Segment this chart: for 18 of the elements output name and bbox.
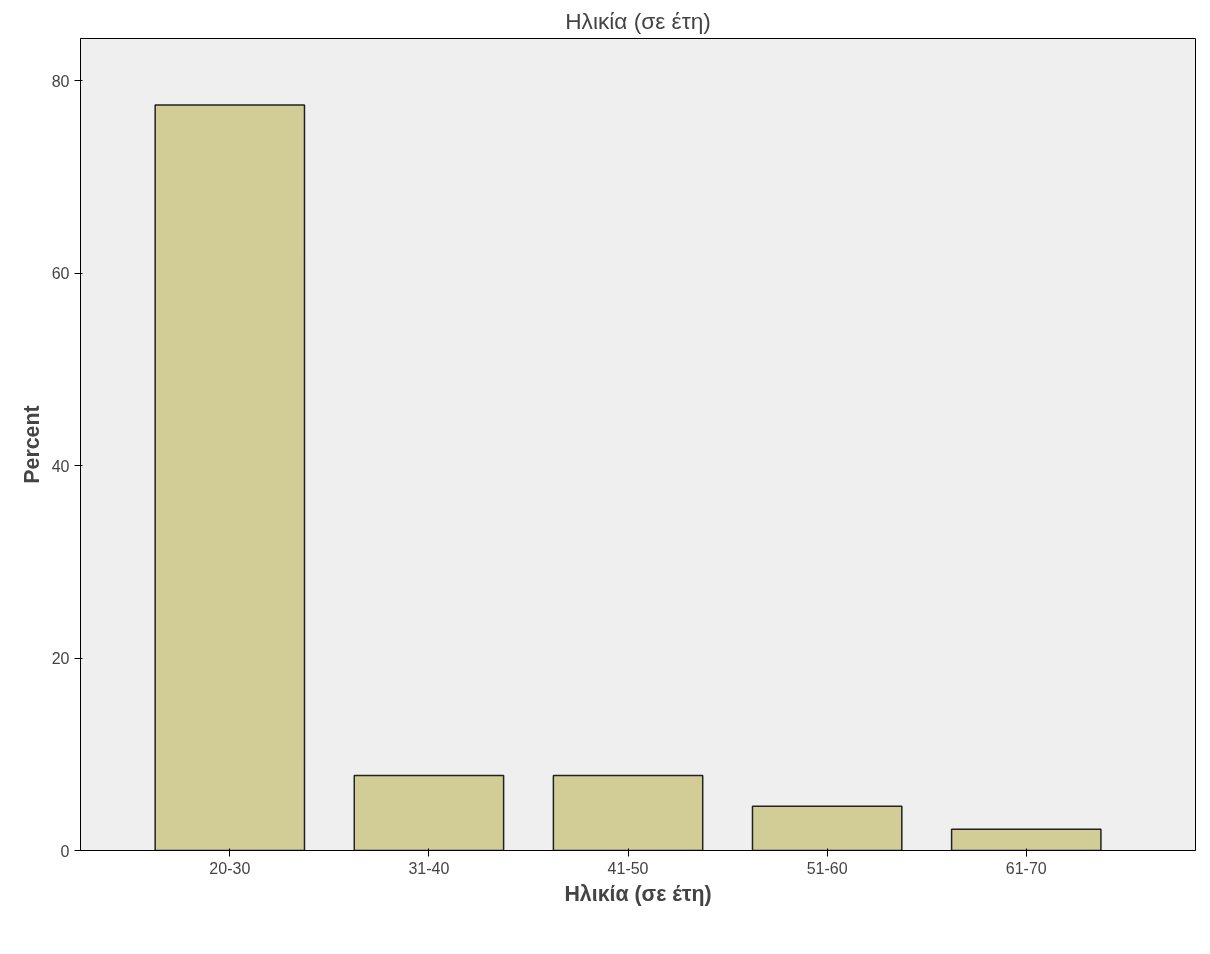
y-tick-label: 80 [51,72,70,90]
bar [154,104,306,851]
y-tick-label: 0 [60,842,70,860]
y-tick-label: 40 [51,457,70,475]
bar [751,805,903,851]
x-tick-label: 41-50 [607,859,649,877]
x-tick-label: 31-40 [408,859,450,877]
x-tick-label: 51-60 [806,859,848,877]
x-tick-label: 61-70 [1005,859,1047,877]
bar [552,774,704,851]
bar [353,774,505,851]
chart-title: Ηλικία (σε έτη) [565,7,711,34]
y-tick-label: 60 [51,265,70,283]
x-tick-label: 20-30 [209,859,251,877]
bar [950,828,1102,851]
x-axis-title: Ηλικία (σε έτη) [564,881,712,906]
y-axis-title: Percent [19,405,44,484]
y-tick-label: 20 [51,650,70,668]
